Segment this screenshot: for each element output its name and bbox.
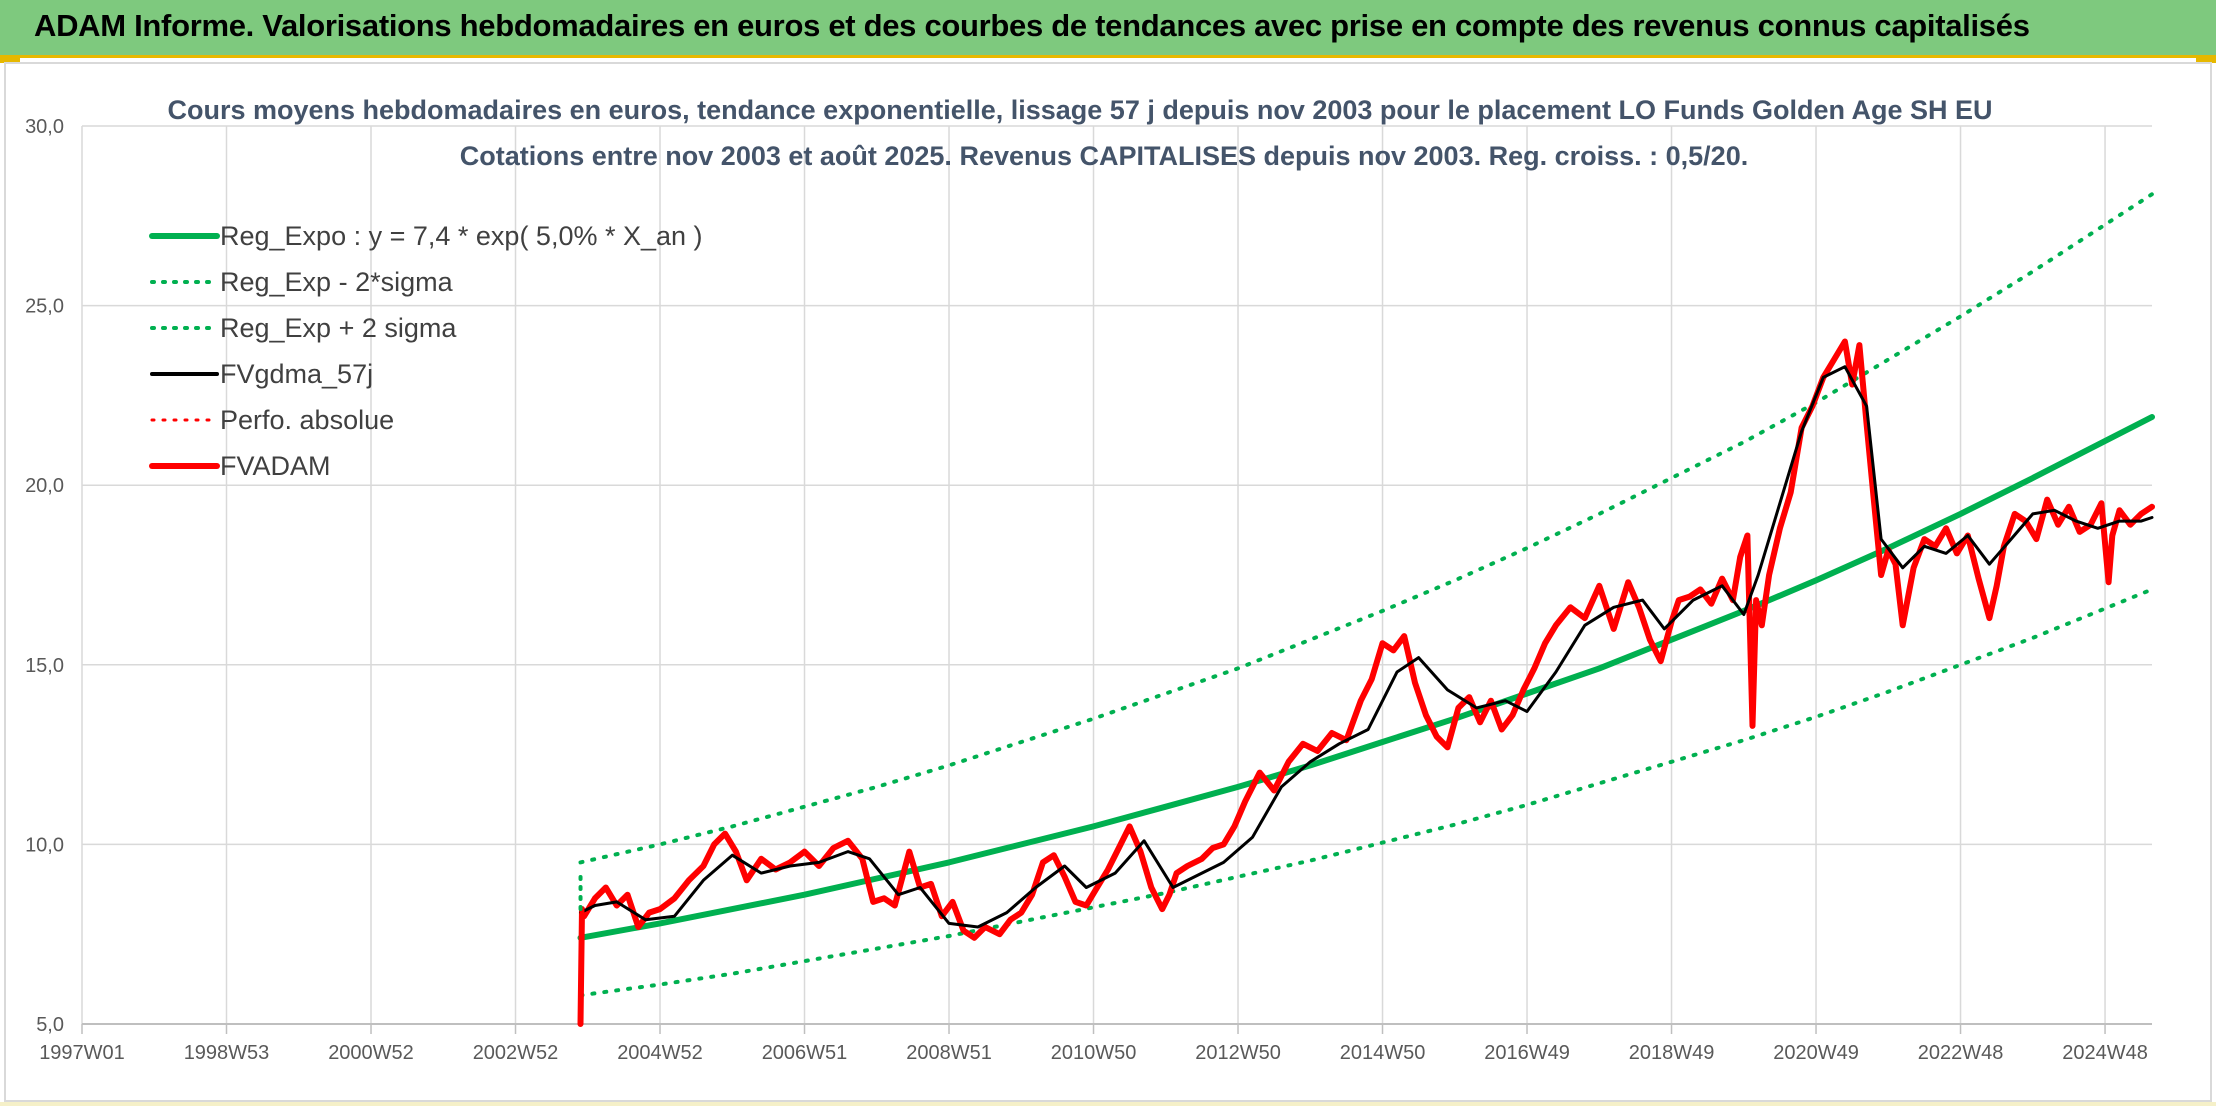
legend-label: Reg_Exp - 2*sigma [220, 267, 454, 297]
y-tick-label: 30,0 [25, 116, 64, 138]
chart-title-line1: Cours moyens hebdomadaires en euros, ten… [168, 95, 1993, 125]
x-tick-label: 2024W48 [2062, 1042, 2148, 1064]
price-line [577, 338, 2155, 1027]
legend-label: FVgdma_57j [220, 359, 373, 389]
x-tick-label: 2008W51 [906, 1042, 992, 1064]
chart-title-line2: Cotations entre nov 2003 et août 2025. R… [460, 141, 1748, 171]
bottom-edge [0, 1102, 2216, 1106]
trend-line [577, 414, 2155, 941]
legend-label: Reg_Exp + 2 sigma [220, 313, 457, 343]
grid-lines [81, 125, 2152, 1034]
legend-label: Perfo. absolue [220, 405, 394, 435]
x-tick-label: 2018W49 [1629, 1042, 1715, 1064]
x-tick-label: 2016W49 [1484, 1042, 1570, 1064]
x-tick-label: 2022W48 [1918, 1042, 2004, 1064]
price-start-segment [578, 909, 585, 1025]
x-tick-label: 2012W50 [1195, 1042, 1281, 1064]
x-tick-label: 2014W50 [1340, 1042, 1426, 1064]
smoothed-line [579, 365, 2154, 929]
chart-legend: Reg_Expo : y = 7,4 * exp( 5,0% * X_an ) R… [149, 221, 703, 481]
x-tick-label: 2006W51 [762, 1042, 848, 1064]
x-tick-label: 2010W50 [1051, 1042, 1137, 1064]
x-tick-label: 1997W01 [39, 1042, 125, 1064]
x-tick-label: 2020W49 [1773, 1042, 1859, 1064]
x-tick-label: 2000W52 [328, 1042, 414, 1064]
x-tick-label: 2004W52 [617, 1042, 703, 1064]
y-tick-label: 10,0 [25, 834, 64, 856]
report-banner: ADAM Informe. Valorisations hebdomadaire… [0, 0, 2216, 58]
trend-lower-band [578, 587, 2154, 998]
report-title: ADAM Informe. Valorisations hebdomadaire… [34, 8, 2030, 43]
x-tick-label: 2002W52 [473, 1042, 559, 1064]
legend-label: Reg_Expo : y = 7,4 * exp( 5,0% * X_an ) [220, 221, 703, 251]
y-tick-label: 25,0 [25, 296, 64, 318]
axis-labels: 5,0 10,0 15,0 20,0 25,0 30,0 1997W01 1998W53 200… [25, 116, 2148, 1064]
y-tick-label: 5,0 [36, 1014, 64, 1036]
y-tick-label: 20,0 [25, 475, 64, 497]
x-tick-label: 1998W53 [184, 1042, 270, 1064]
banner-corner-left [0, 55, 20, 63]
y-tick-label: 15,0 [25, 655, 64, 677]
chart-frame [4, 62, 2212, 1102]
banner-corner-right [2196, 55, 2216, 63]
series-layer [577, 192, 2155, 1027]
legend-label: FVADAM [220, 451, 331, 481]
trend-upper-band [578, 192, 2154, 865]
